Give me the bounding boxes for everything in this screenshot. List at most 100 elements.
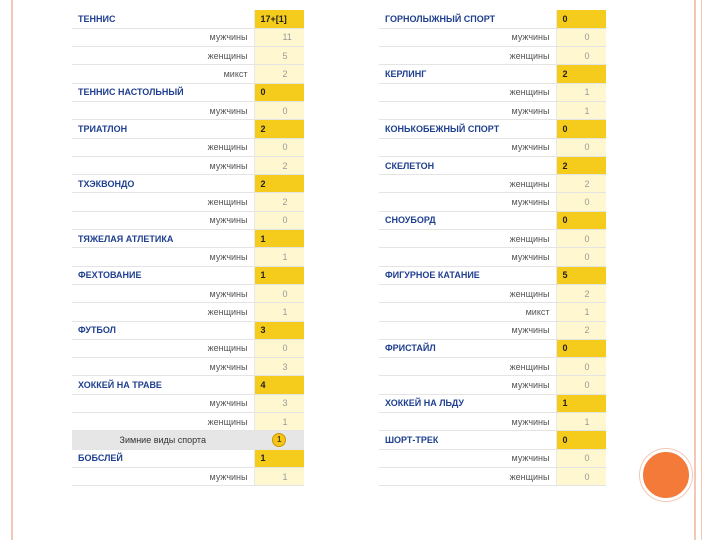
category-row: мужчины 1 <box>379 412 606 432</box>
category-label: женщины <box>379 467 556 487</box>
category-label: мужчины <box>379 138 556 157</box>
sport-name-link[interactable]: ТЯЖЕЛАЯ АТЛЕТИКА <box>72 229 254 249</box>
sport-name-link[interactable]: ХОККЕЙ НА ЛЬДУ <box>379 394 556 414</box>
sport-name-link[interactable]: ТЕННИС НАСТОЛЬНЫЙ <box>72 83 254 102</box>
sport-row[interactable]: ФЕХТОВАНИЕ 1 <box>72 266 304 285</box>
sport-total-value: 2 <box>253 119 304 139</box>
sport-total-value: 1 <box>253 266 304 285</box>
category-row: женщины 0 <box>379 229 606 249</box>
category-row: мужчины 3 <box>72 394 304 414</box>
sport-name-link[interactable]: ТРИАТЛОН <box>72 119 254 139</box>
category-value: 2 <box>555 284 606 304</box>
sport-name-link[interactable]: ФУТБОЛ <box>72 321 254 340</box>
category-value: 1 <box>253 247 304 267</box>
category-label: мужчины <box>379 192 556 212</box>
sport-row[interactable]: ТРИАТЛОН 2 <box>72 119 304 139</box>
sport-row[interactable]: ФИГУРНОЕ КАТАНИЕ 5 <box>379 266 606 285</box>
sport-row[interactable]: ШОРТ-ТРЕК 0 <box>379 430 606 450</box>
category-row: мужчины 0 <box>379 192 606 212</box>
category-row: женщины 0 <box>379 467 606 487</box>
category-row: микст 1 <box>379 302 606 322</box>
sport-name-link[interactable]: ШОРТ-ТРЕК <box>379 430 556 450</box>
category-label: женщины <box>72 46 254 66</box>
category-row: женщины 1 <box>72 302 304 322</box>
sport-name-link[interactable]: ТХЭКВОНДО <box>72 174 254 194</box>
medal-table-left: ТЕННИС 17+[1] мужчины 11 женщины 5 микст 2 ТЕННИ… <box>72 10 304 487</box>
category-value: 0 <box>555 138 606 157</box>
category-label: женщины <box>72 412 254 432</box>
category-label: женщины <box>72 302 254 322</box>
sport-total-value: 0 <box>555 339 606 359</box>
category-label: женщины <box>72 192 254 212</box>
sport-name-link[interactable]: СКЕЛЕТОН <box>379 156 556 176</box>
category-row: мужчины 11 <box>72 28 304 48</box>
category-label: мужчины <box>72 247 254 267</box>
sport-name-link[interactable]: БОБСЛЕЙ <box>72 449 254 468</box>
category-row: микст 2 <box>72 64 304 84</box>
sport-name-link[interactable]: КЕРЛИНГ <box>379 64 556 84</box>
category-row: мужчины 1 <box>72 467 304 487</box>
category-label: мужчины <box>379 375 556 395</box>
season-label: Зимние виды спорта <box>72 430 254 450</box>
category-row: мужчины 0 <box>72 284 304 304</box>
category-row: мужчины 0 <box>379 449 606 468</box>
sport-row[interactable]: ХОККЕЙ НА ТРАВЕ 4 <box>72 375 304 395</box>
sport-name-link[interactable]: ГОРНОЛЫЖНЫЙ СПОРТ <box>379 10 556 29</box>
category-value: 3 <box>253 394 304 414</box>
slide-frame-left <box>0 0 13 540</box>
sport-name-link[interactable]: СНОУБОРД <box>379 211 556 231</box>
sport-row[interactable]: ТЯЖЕЛАЯ АТЛЕТИКА 1 <box>72 229 304 249</box>
sport-name-link[interactable]: ФРИСТАЙЛ <box>379 339 556 359</box>
sport-row[interactable]: СНОУБОРД 0 <box>379 211 606 231</box>
category-row: мужчины 2 <box>72 156 304 176</box>
sport-row[interactable]: ФУТБОЛ 3 <box>72 321 304 340</box>
category-label: женщины <box>379 229 556 249</box>
sport-name-link[interactable]: ТЕННИС <box>72 10 254 29</box>
sport-total-value: 17+[1] <box>253 10 304 29</box>
sport-name-link[interactable]: ФИГУРНОЕ КАТАНИЕ <box>379 266 556 285</box>
category-value: 0 <box>555 46 606 66</box>
sport-name-link[interactable]: ХОККЕЙ НА ТРАВЕ <box>72 375 254 395</box>
category-row: мужчины 0 <box>72 211 304 231</box>
sport-row[interactable]: ФРИСТАЙЛ 0 <box>379 339 606 359</box>
category-value: 0 <box>555 357 606 377</box>
sport-row[interactable]: ГОРНОЛЫЖНЫЙ СПОРТ 0 <box>379 10 606 29</box>
category-label: мужчины <box>379 101 556 121</box>
sport-row[interactable]: СКЕЛЕТОН 2 <box>379 156 606 176</box>
sport-total-value: 2 <box>555 156 606 176</box>
category-label: микст <box>379 302 556 322</box>
sport-row[interactable]: КЕРЛИНГ 2 <box>379 64 606 84</box>
category-label: мужчины <box>379 449 556 468</box>
sport-name-link[interactable]: КОНЬКОБЕЖНЫЙ СПОРТ <box>379 119 556 139</box>
category-label: мужчины <box>72 156 254 176</box>
sport-row[interactable]: КОНЬКОБЕЖНЫЙ СПОРТ 0 <box>379 119 606 139</box>
gold-coin-icon: 1 <box>272 432 287 447</box>
category-value: 3 <box>253 357 304 377</box>
category-label: женщины <box>379 174 556 194</box>
sport-name-link[interactable]: ФЕХТОВАНИЕ <box>72 266 254 285</box>
category-label: мужчины <box>72 28 254 48</box>
category-label: женщины <box>72 138 254 157</box>
sport-row[interactable]: ХОККЕЙ НА ЛЬДУ 1 <box>379 394 606 414</box>
category-value: 0 <box>555 229 606 249</box>
sport-total-value: 0 <box>555 211 606 231</box>
category-value: 0 <box>555 449 606 468</box>
category-value: 2 <box>253 64 304 84</box>
category-label: микст <box>72 64 254 84</box>
sport-row[interactable]: ТЕННИС НАСТОЛЬНЫЙ 0 <box>72 83 304 102</box>
sport-row[interactable]: БОБСЛЕЙ 1 <box>72 449 304 468</box>
category-value: 2 <box>253 156 304 176</box>
category-value: 1 <box>555 412 606 432</box>
sport-total-value: 0 <box>253 83 304 102</box>
sport-row[interactable]: ТЕННИС 17+[1] <box>72 10 304 29</box>
category-value: 0 <box>253 284 304 304</box>
sport-row[interactable]: ТХЭКВОНДО 2 <box>72 174 304 194</box>
sport-total-value: 2 <box>253 174 304 194</box>
category-label: мужчины <box>72 284 254 304</box>
category-label: женщины <box>379 83 556 102</box>
category-label: мужчины <box>379 321 556 340</box>
category-value: 0 <box>253 138 304 157</box>
category-row: женщины 2 <box>72 192 304 212</box>
category-value: 0 <box>253 101 304 121</box>
sport-total-value: 4 <box>253 375 304 395</box>
